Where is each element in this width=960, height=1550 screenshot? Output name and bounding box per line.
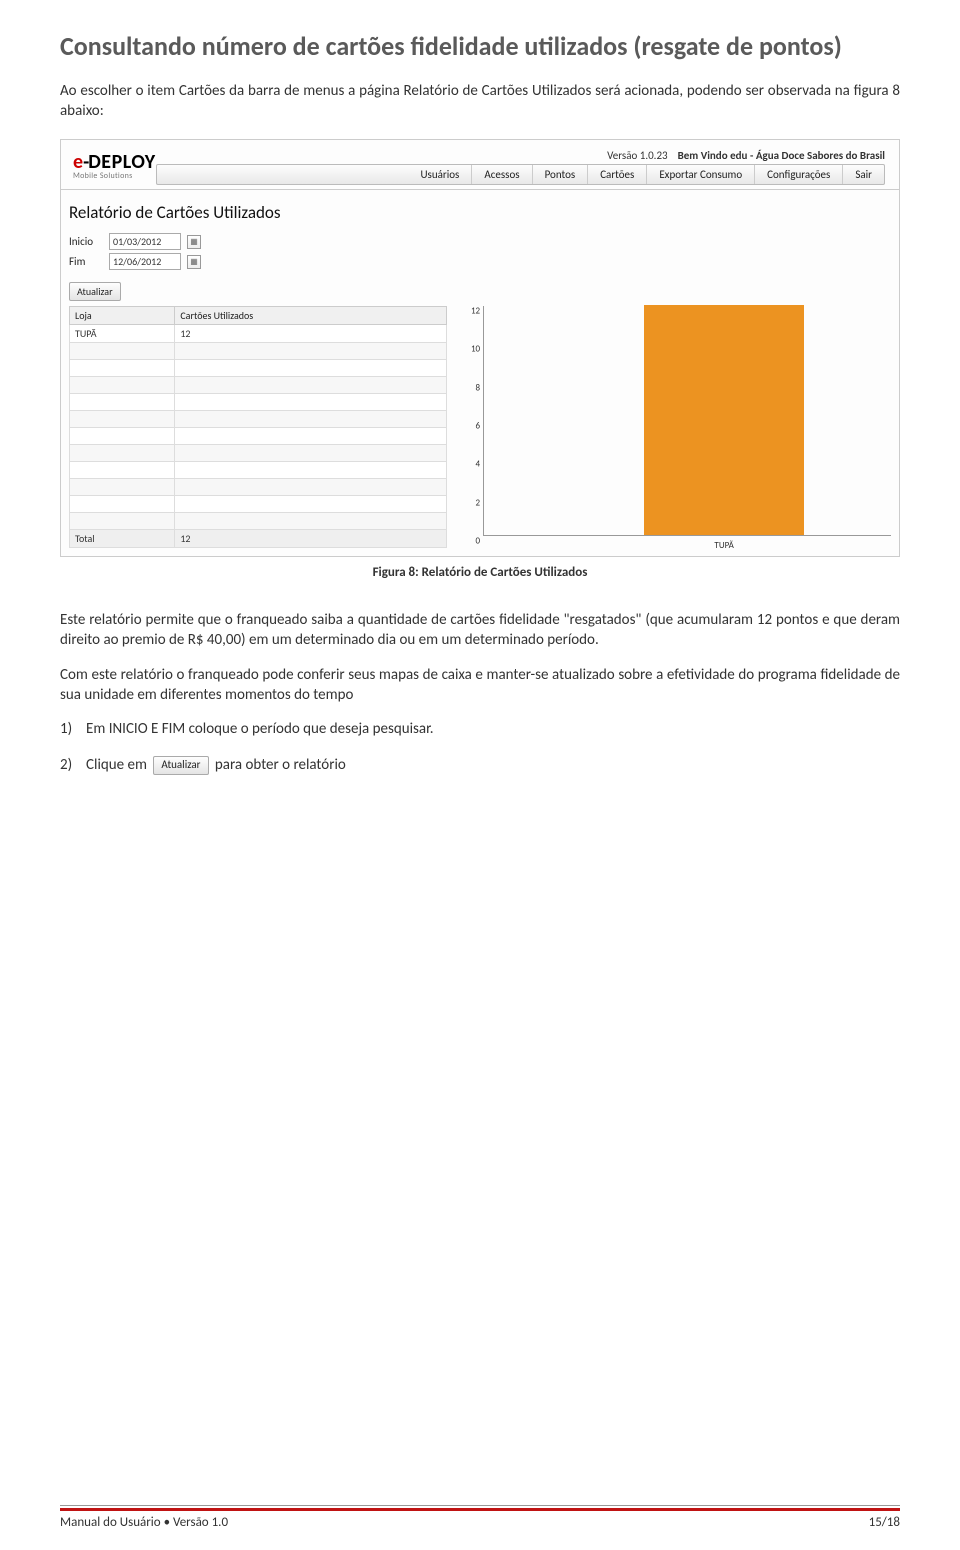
atualizar-button[interactable]: Atualizar <box>69 282 121 301</box>
fim-input[interactable]: 12/06/2012 <box>109 253 181 270</box>
step-1: 1)Em INICIO E FIM coloque o período que … <box>60 719 900 739</box>
table-row <box>70 513 447 530</box>
bar-chart: 0 2 4 6 8 10 12 TUPÃ <box>447 306 891 548</box>
col-loja: Loja <box>70 307 175 325</box>
table-row <box>70 377 447 394</box>
table-total-row: Total 12 <box>70 530 447 548</box>
inicio-label: Inicio <box>69 235 103 248</box>
chart-bar <box>644 305 804 535</box>
menu-sair[interactable]: Sair <box>843 165 884 184</box>
ytick-label: 12 <box>460 306 480 317</box>
menu-bar: Usuários Acessos Pontos Cartões Exportar… <box>156 164 885 185</box>
table-row <box>70 394 447 411</box>
footer-right: 15/18 <box>869 1515 900 1530</box>
results-table: Loja Cartões Utilizados TUPÃ 12 Total 12 <box>69 306 447 548</box>
menu-config[interactable]: Configurações <box>755 165 843 184</box>
app-topbar: Versão 1.0.23 Bem Vindo edu - Água Doce … <box>156 149 885 162</box>
calendar-icon[interactable]: ▦ <box>187 255 201 269</box>
page-footer: Manual do Usuário • Versão 1.0 15/18 <box>60 1508 900 1530</box>
table-row <box>70 462 447 479</box>
calendar-icon[interactable]: ▦ <box>187 235 201 249</box>
footer-left: Manual do Usuário • Versão 1.0 <box>60 1515 228 1530</box>
body-paragraph-2: Com este relatório o franqueado pode con… <box>60 665 900 706</box>
body-paragraph-1: Este relatório permite que o franqueado … <box>60 610 900 651</box>
menu-exportar[interactable]: Exportar Consumo <box>647 165 755 184</box>
col-cartoes: Cartões Utilizados <box>175 307 447 325</box>
table-row <box>70 411 447 428</box>
table-row: TUPÃ 12 <box>70 325 447 343</box>
step-2: 2)Clique em Atualizar para obter o relat… <box>60 755 900 775</box>
ytick-label: 4 <box>460 459 480 470</box>
page-heading: Consultando número de cartões fidelidade… <box>60 30 900 63</box>
inline-atualizar-button: Atualizar <box>153 756 208 775</box>
ytick-label: 0 <box>460 536 480 547</box>
table-row <box>70 496 447 513</box>
intro-paragraph: Ao escolher o item Cartões da barra de m… <box>60 81 900 122</box>
menu-acessos[interactable]: Acessos <box>472 165 532 184</box>
table-row <box>70 428 447 445</box>
table-row <box>70 479 447 496</box>
table-row <box>70 343 447 360</box>
app-logo: e-DEPLOY Mobile Solutions <box>69 144 156 185</box>
fim-label: Fim <box>69 255 103 268</box>
menu-pontos[interactable]: Pontos <box>533 165 589 184</box>
xtick-label: TUPÃ <box>714 540 733 551</box>
ytick-label: 6 <box>460 421 480 432</box>
report-screenshot: e-DEPLOY Mobile Solutions Versão 1.0.23 … <box>60 139 900 557</box>
report-title: Relatório de Cartões Utilizados <box>61 196 899 233</box>
menu-cartoes[interactable]: Cartões <box>588 165 647 184</box>
figure-caption: Figura 8: Relatório de Cartões Utilizado… <box>60 565 900 580</box>
ytick-label: 2 <box>460 497 480 508</box>
inicio-input[interactable]: 01/03/2012 <box>109 233 181 250</box>
menu-usuarios[interactable]: Usuários <box>408 165 472 184</box>
table-row <box>70 360 447 377</box>
table-row <box>70 445 447 462</box>
ytick-label: 8 <box>460 382 480 393</box>
ytick-label: 10 <box>460 344 480 355</box>
